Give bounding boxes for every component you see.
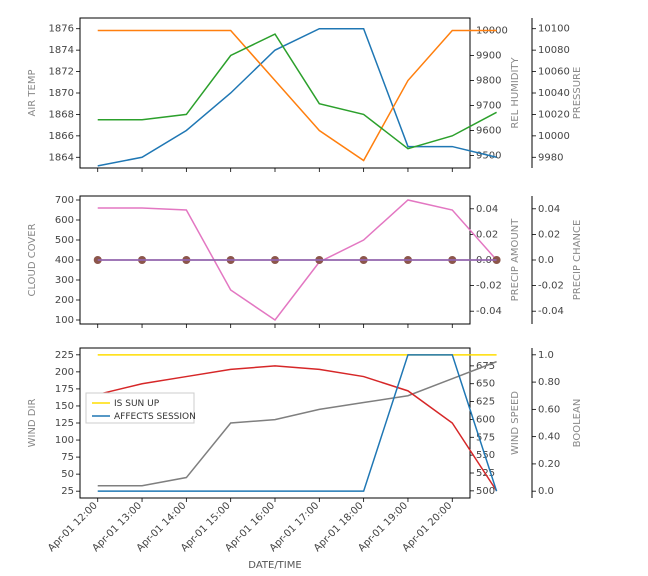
- ytick-left: 200: [55, 367, 74, 378]
- ytick-right: 0.60: [538, 404, 560, 415]
- ytick-right: -0.02: [538, 281, 564, 292]
- series-air-temp: [98, 29, 497, 166]
- ytick-right: 625: [476, 397, 495, 408]
- ytick-right: 10060: [538, 67, 570, 78]
- series-wind-dir: [98, 362, 497, 486]
- ytick-left: 50: [61, 469, 74, 480]
- ytick-right: -0.04: [538, 306, 564, 317]
- ytick-left: 100: [55, 315, 74, 326]
- ytick-right: 9600: [476, 126, 501, 137]
- ytick-left: 1870: [49, 88, 74, 99]
- ylabel-wind-dir: WIND DIR: [27, 399, 38, 448]
- ytick-left: 75: [61, 452, 74, 463]
- ylabel-rel-humidity: REL HUMIDITY: [510, 56, 521, 128]
- ytick-right: 0.0: [538, 486, 554, 497]
- ytick-right: 0.80: [538, 377, 560, 388]
- ytick-left: 25: [61, 486, 74, 497]
- ytick-left: 300: [55, 275, 74, 286]
- ytick-right: 0.04: [476, 204, 498, 215]
- ytick-right: 0.20: [538, 459, 560, 470]
- ylabel-air-temp: AIR TEMP: [27, 69, 38, 116]
- ytick-left: 1876: [49, 24, 74, 35]
- ytick-left: 1866: [49, 131, 74, 142]
- ytick-right: 10100: [538, 24, 570, 35]
- chart-root: 1864186618681870187218741876AIR TEMP9500…: [0, 0, 648, 576]
- ylabel-precip-chance: PRECIP CHANCE: [572, 220, 583, 301]
- ytick-right: 10020: [538, 109, 570, 120]
- ytick-right: 0.0: [538, 255, 554, 266]
- ytick-left: 125: [55, 418, 74, 429]
- ytick-right: 0.04: [538, 204, 560, 215]
- ytick-right: 0.02: [476, 229, 498, 240]
- ytick-right: 9900: [476, 51, 501, 62]
- ytick-right: -0.04: [476, 306, 502, 317]
- ytick-right: 500: [476, 486, 495, 497]
- ytick-left: 700: [55, 195, 74, 206]
- ytick-left: 500: [55, 235, 74, 246]
- panel-0-border: [80, 18, 470, 168]
- ytick-left: 1872: [49, 67, 74, 78]
- ylabel-wind-speed: WIND SPEED: [510, 391, 521, 455]
- ytick-left: 400: [55, 255, 74, 266]
- ytick-right: -0.02: [476, 281, 502, 292]
- ytick-right: 600: [476, 414, 495, 425]
- series-pressure: [98, 34, 497, 149]
- ytick-left: 225: [55, 350, 74, 361]
- ylabel-cloud-cover: CLOUD COVER: [27, 223, 38, 296]
- ytick-right: 10000: [538, 131, 570, 142]
- ytick-right: 9800: [476, 76, 501, 87]
- ytick-left: 100: [55, 435, 74, 446]
- ytick-right: 1.0: [538, 350, 554, 361]
- ylabel-precip-amount: PRECIP AMOUNT: [510, 218, 521, 302]
- ytick-right: 0.40: [538, 432, 560, 443]
- ytick-right: 9700: [476, 101, 501, 112]
- ytick-right: 650: [476, 379, 495, 390]
- ytick-left: 1864: [49, 152, 74, 163]
- ytick-left: 1874: [49, 45, 74, 56]
- ytick-left: 150: [55, 401, 74, 412]
- ytick-right: 9980: [538, 152, 563, 163]
- ytick-left: 1868: [49, 109, 74, 120]
- legend-label: IS SUN UP: [114, 399, 160, 409]
- ytick-right: 0.02: [538, 229, 560, 240]
- ytick-left: 175: [55, 384, 74, 395]
- ytick-right: 10080: [538, 45, 570, 56]
- ytick-left: 200: [55, 295, 74, 306]
- ytick-left: 600: [55, 215, 74, 226]
- xlabel-date-time: DATE/TIME: [248, 560, 301, 571]
- ylabel-boolean: BOOLEAN: [572, 399, 583, 448]
- ylabel-pressure: PRESSURE: [572, 67, 583, 120]
- legend-label: AFFECTS SESSION: [114, 412, 196, 422]
- ytick-right: 10040: [538, 88, 570, 99]
